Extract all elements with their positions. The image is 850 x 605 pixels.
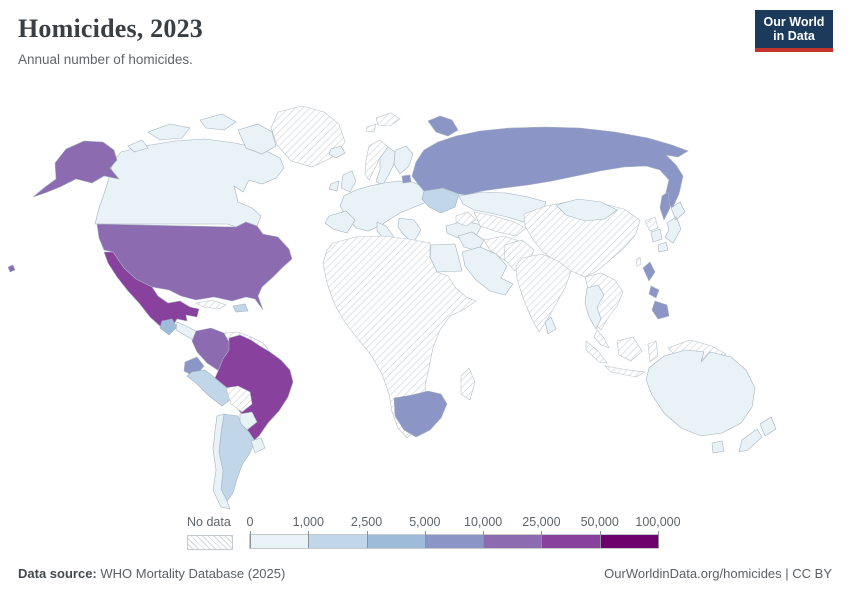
country-peru[interactable]: [186, 369, 232, 407]
chart-subtitle: Annual number of homicides.: [18, 52, 193, 67]
country-mongolia[interactable]: [555, 198, 618, 222]
country-russia-sakhalin[interactable]: [659, 191, 671, 221]
region-iraq-syria[interactable]: [457, 231, 485, 252]
legend-tick-mark: [483, 531, 485, 548]
country-saudi-arabia[interactable]: [461, 246, 514, 296]
owid-logo-line2: in Data: [773, 29, 815, 43]
legend-tick-mark: [250, 531, 251, 548]
map-legend: No data 0 1,000 2,500 5,000 10,000 25,000 50,0…: [0, 515, 850, 555]
legend-tick-label: 5,000: [409, 515, 441, 529]
region-caucasus[interactable]: [455, 211, 477, 227]
country-south-africa[interactable]: [393, 390, 448, 438]
country-japan[interactable]: [657, 201, 686, 253]
country-united-kingdom[interactable]: [340, 170, 357, 193]
chart-header: Homicides, 2023 Annual number of homicid…: [18, 14, 203, 67]
region-central-asia[interactable]: [473, 211, 527, 237]
legend-tick-label: 100,000: [635, 515, 681, 529]
legend-bin-3[interactable]: [366, 535, 425, 548]
country-canada-arctic[interactable]: [127, 113, 277, 155]
country-united-states-hawaii[interactable]: [7, 264, 16, 273]
page-title: Homicides, 2023: [18, 14, 203, 43]
legend-tick-label: 2,500: [350, 515, 383, 529]
country-philippines[interactable]: [642, 261, 670, 320]
country-indonesia[interactable]: [585, 336, 659, 378]
legend-bin-2[interactable]: [308, 535, 367, 548]
legend-tick-label: 10,000: [464, 515, 503, 529]
country-mexico[interactable]: [103, 251, 200, 332]
data-source-value: WHO Mortality Database (2025): [96, 566, 286, 581]
owid-logo[interactable]: Our World in Data: [755, 10, 833, 52]
country-madagascar[interactable]: [460, 367, 476, 401]
country-chile[interactable]: [212, 413, 231, 510]
owid-logo-line1: Our World: [763, 15, 825, 29]
country-uruguay[interactable]: [250, 437, 266, 454]
country-iceland[interactable]: [328, 145, 346, 159]
region-malay-peninsula[interactable]: [593, 329, 610, 349]
country-finland[interactable]: [393, 145, 414, 175]
legend-tick-mark: [658, 531, 659, 548]
legend-bin-5[interactable]: [483, 535, 542, 548]
country-thailand[interactable]: [584, 284, 605, 330]
data-source: Data source: WHO Mortality Database (202…: [18, 566, 285, 581]
legend-tick-mark: [424, 531, 426, 548]
country-new-zealand[interactable]: [738, 416, 777, 453]
legend-no-data-label: No data: [187, 515, 231, 529]
region-europe-mainland[interactable]: [339, 180, 429, 232]
legend-tick-mark: [599, 531, 601, 548]
legend-tick-mark: [308, 531, 310, 548]
legend-color-bar[interactable]: [249, 531, 659, 549]
country-south-korea[interactable]: [650, 228, 663, 243]
legend-tick-label: 25,000: [522, 515, 561, 529]
country-dominican-republic[interactable]: [232, 303, 249, 313]
region-iberia[interactable]: [324, 210, 356, 234]
legend-bin-7[interactable]: [599, 535, 658, 548]
country-guatemala[interactable]: [159, 318, 178, 336]
legend-tick-mark: [541, 531, 543, 548]
country-norway[interactable]: [364, 139, 389, 181]
country-canada[interactable]: [94, 138, 285, 228]
country-cuba[interactable]: [195, 299, 227, 310]
country-greenland[interactable]: [270, 105, 346, 168]
country-sri-lanka[interactable]: [544, 316, 557, 335]
legend-bin-6[interactable]: [541, 535, 600, 548]
legend-no-data[interactable]: No data: [187, 515, 233, 550]
country-united-states[interactable]: [96, 221, 293, 311]
country-australia-tasmania[interactable]: [711, 440, 725, 454]
country-russia[interactable]: [411, 126, 689, 210]
legend-tick-label: 1,000: [292, 515, 324, 529]
legend-tick-label: 0: [246, 515, 254, 529]
country-ireland[interactable]: [328, 180, 340, 192]
license-link[interactable]: OurWorldinData.org/homicides | CC BY: [604, 566, 832, 581]
country-russia-novaya-zemlya[interactable]: [427, 115, 459, 137]
legend-bin-1[interactable]: [250, 535, 309, 548]
country-north-korea[interactable]: [644, 216, 659, 232]
legend-tick-mark: [366, 531, 368, 548]
legend-color-scale: 0 1,000 2,500 5,000 10,000 25,000 50,000 100,00…: [246, 515, 681, 549]
country-india[interactable]: [515, 253, 572, 333]
country-australia[interactable]: [645, 349, 756, 437]
data-source-label: Data source:: [18, 566, 97, 581]
country-bolivia[interactable]: [225, 385, 253, 413]
country-united-states-alaska[interactable]: [32, 140, 120, 198]
legend-tick-label: 50,000: [580, 515, 619, 529]
legend-tick-labels: 0 1,000 2,500 5,000 10,000 25,000 50,000 100,00…: [246, 515, 681, 531]
legend-bin-4[interactable]: [424, 535, 484, 548]
region-svalbard[interactable]: [365, 112, 401, 133]
country-lithuania[interactable]: [401, 174, 412, 184]
legend-no-data-swatch[interactable]: [187, 535, 233, 550]
country-egypt[interactable]: [429, 243, 463, 273]
country-taiwan[interactable]: [635, 256, 642, 267]
